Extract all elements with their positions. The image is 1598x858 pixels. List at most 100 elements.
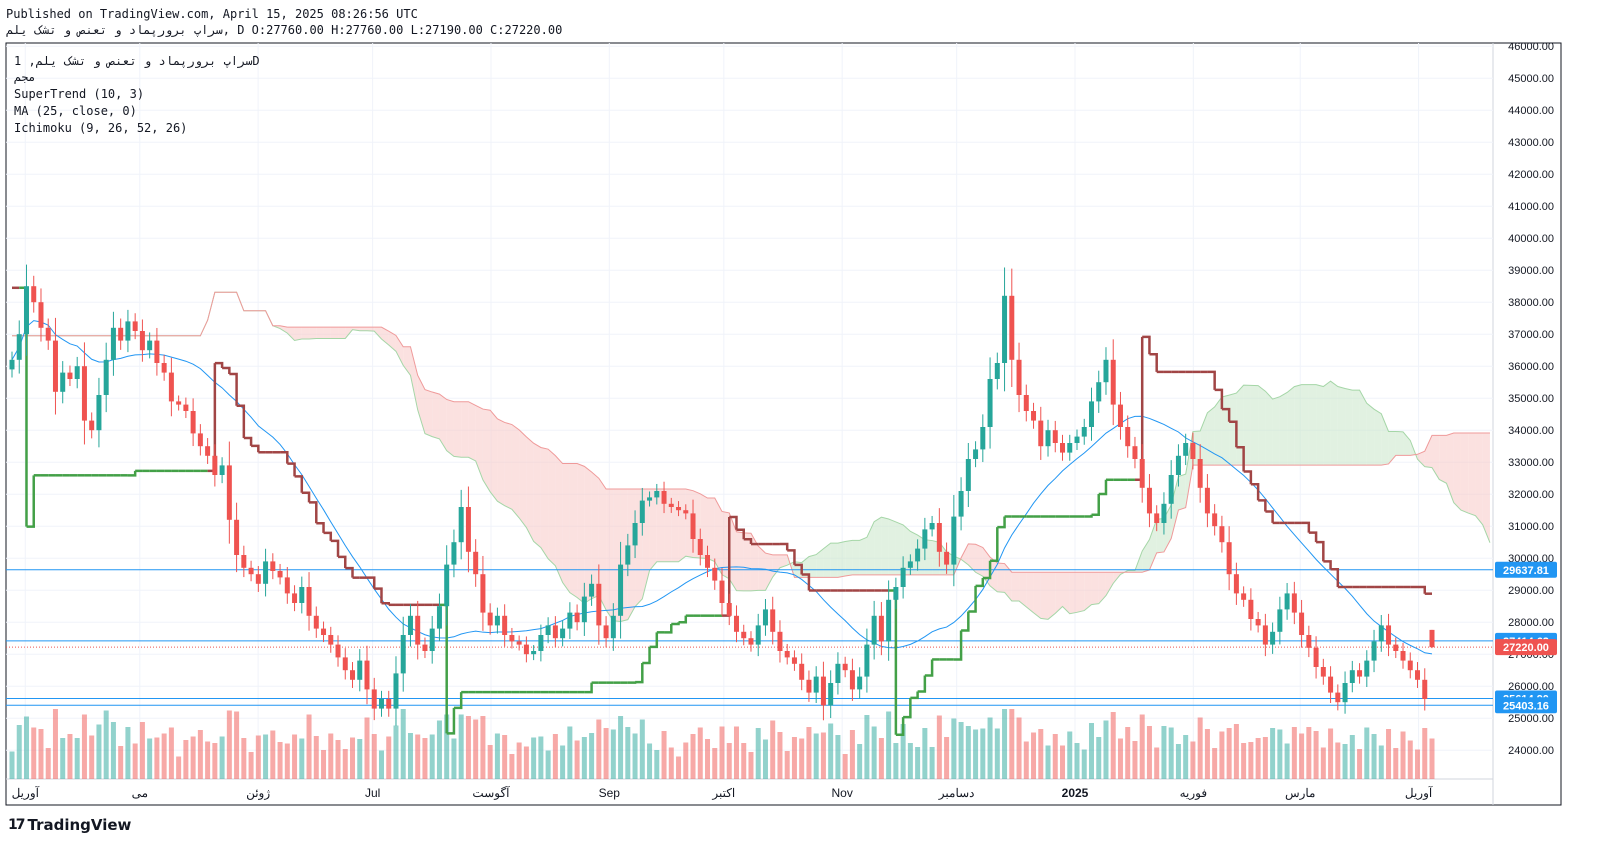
candle-body: [364, 660, 370, 690]
candle: [502, 604, 508, 647]
candle-body: [987, 379, 993, 427]
volume-bar: [89, 735, 95, 779]
cloud-segment: [562, 463, 570, 593]
cloud-segment: [410, 346, 418, 410]
candle: [190, 398, 196, 447]
volume-bar: [1088, 723, 1094, 779]
candle-body: [219, 465, 225, 475]
volume-bar: [741, 743, 747, 779]
cloud-segment: [1446, 433, 1454, 503]
candle-body: [1081, 427, 1087, 437]
volume-bar: [263, 734, 269, 779]
volume-bar: [212, 743, 218, 779]
cloud-segment: [1301, 384, 1309, 466]
cloud-segment: [309, 327, 317, 339]
supertrend-segment: [642, 646, 651, 665]
cloud-segment: [453, 401, 462, 458]
volume-bar: [1320, 747, 1326, 779]
cloud-segment: [722, 511, 730, 579]
cloud-segment: [417, 375, 425, 434]
cloud-segment: [598, 478, 607, 610]
candle: [668, 497, 674, 513]
cloud-segment: [1250, 385, 1259, 466]
volume-bar: [371, 734, 377, 779]
candle: [1306, 625, 1312, 658]
candle: [958, 477, 964, 531]
price-label: 27220.00: [1495, 639, 1557, 656]
candle-body: [1074, 436, 1080, 443]
cloud-segment: [1287, 386, 1295, 466]
candle: [1096, 370, 1102, 413]
supertrend-segment: [997, 516, 1006, 529]
candle: [451, 529, 457, 578]
supertrend-segment: [736, 528, 745, 540]
candle-body: [1016, 359, 1022, 395]
candle-body: [263, 561, 269, 584]
candle: [487, 603, 493, 635]
supertrend-segment: [1417, 585, 1427, 594]
volume-bar: [842, 754, 848, 779]
legend-ma[interactable]: MA (25, close, 0): [14, 104, 137, 118]
y-tick-label: 29000.00: [1508, 585, 1554, 597]
candle-body: [45, 327, 51, 341]
candle-body: [110, 327, 116, 360]
candle-body: [161, 363, 167, 373]
candle-body: [973, 449, 979, 459]
cloud-segment: [1098, 572, 1106, 604]
candle-body: [357, 660, 363, 680]
volume-bar: [125, 727, 131, 779]
candle: [1255, 611, 1261, 633]
volume-bar: [67, 734, 73, 779]
candle-body: [321, 628, 327, 635]
cloud-segment: [968, 543, 976, 573]
candle: [864, 628, 870, 693]
candle: [871, 600, 877, 660]
volume-bar: [1429, 738, 1435, 779]
candle-body: [748, 638, 754, 645]
y-tick-label: 44000.00: [1508, 105, 1554, 117]
volume-bar: [110, 722, 116, 779]
candle: [60, 361, 66, 404]
candle: [828, 670, 834, 719]
cloud-segment: [845, 540, 853, 577]
candle-body: [1364, 660, 1370, 677]
cloud-segment: [975, 544, 983, 577]
legend-ichimoku[interactable]: Ichimoku (9, 26, 52, 26): [14, 121, 188, 135]
cloud-segment: [1077, 572, 1085, 613]
volume-bar: [118, 746, 124, 779]
candle-body: [1320, 667, 1326, 677]
candle-body: [1096, 382, 1102, 402]
legend-symbol: سراپ برورپماد و تعنص و تشک یلم, 1D: [14, 54, 260, 68]
x-tick-label: آوریل: [12, 785, 40, 800]
cloud-segment: [874, 517, 882, 575]
candle: [147, 332, 153, 359]
volume-bar: [1219, 731, 1225, 779]
candle: [38, 288, 44, 342]
cloud-segment: [338, 327, 346, 339]
volume-bar: [987, 717, 993, 779]
supertrend-segment: [1308, 531, 1318, 543]
candle: [1038, 406, 1044, 460]
x-tick-label: دسامبر: [938, 786, 975, 800]
candle-body: [1270, 631, 1276, 645]
candle: [676, 501, 682, 517]
supertrend-segment: [280, 451, 289, 464]
supertrend-segment: [1316, 540, 1325, 562]
candle-body: [1407, 660, 1413, 671]
candle-body: [755, 625, 761, 645]
candle-body: [1067, 443, 1073, 453]
x-tick-label: ژوئن: [246, 786, 270, 800]
supertrend-segment: [316, 521, 325, 533]
volume-bar: [350, 737, 356, 779]
supertrend-segment: [649, 632, 659, 649]
legend-supertrend[interactable]: SuperTrend (10, 3): [14, 87, 145, 101]
cloud-segment: [280, 325, 288, 334]
volume-bar: [1002, 709, 1008, 779]
candle-body: [1284, 593, 1290, 610]
supertrend-segment: [968, 585, 977, 613]
candle: [589, 574, 595, 606]
volume-bar: [451, 738, 457, 779]
candle-body: [1393, 644, 1399, 651]
candle: [364, 645, 370, 705]
